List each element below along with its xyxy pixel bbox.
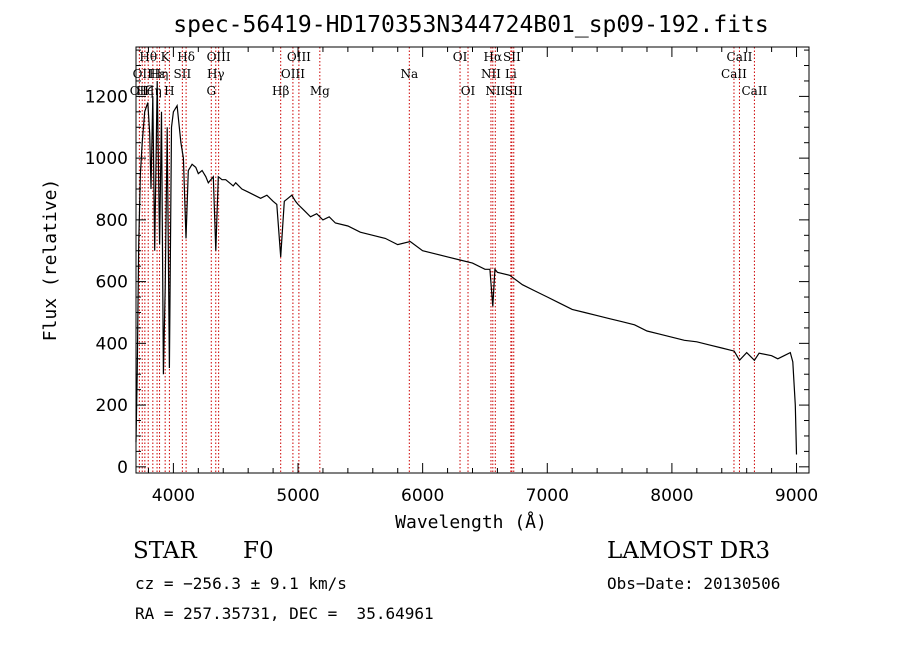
object-class: STAR xyxy=(133,538,197,564)
line-marker-label: Hζ xyxy=(136,84,153,98)
line-marker-label: CaII xyxy=(727,50,753,64)
line-marker-label: Hγ xyxy=(207,67,225,81)
line-marker-label: SII xyxy=(505,84,523,98)
spectrum-line xyxy=(135,80,798,455)
observation-date: Obs−Date: 20130506 xyxy=(607,574,781,593)
y-tick-label: 600 xyxy=(96,273,128,293)
x-tick-label: 4000 xyxy=(152,486,195,506)
x-tick-label: 7000 xyxy=(526,486,569,506)
y-tick-label: 1000 xyxy=(85,149,128,169)
object-subclass: F0 xyxy=(243,538,274,564)
x-tick-label: 5000 xyxy=(276,486,319,506)
line-marker-label: OI xyxy=(461,84,476,98)
line-marker-label: Mg xyxy=(310,84,330,98)
line-marker-label: OIII xyxy=(281,67,305,81)
line-marker-label: NII xyxy=(485,84,505,98)
chart-title: spec-56419-HD170353N344724B01_sp09-192.f… xyxy=(173,12,768,38)
line-marker-label: CaII xyxy=(721,67,747,81)
y-tick-label: 400 xyxy=(96,334,128,354)
line-marker-label: OII xyxy=(133,67,153,81)
line-marker-label: Hη xyxy=(144,84,162,98)
line-marker-label: OIII xyxy=(287,50,311,64)
line-marker-label: NII xyxy=(481,67,501,81)
y-axis-label: Flux (relative) xyxy=(40,179,61,342)
line-marker-label: Li xyxy=(505,67,517,81)
redshift-velocity: cz = −256.3 ± 9.1 km/s xyxy=(135,574,347,593)
y-tick-label: 0 xyxy=(117,458,128,478)
line-marker-label: Hδ xyxy=(177,50,195,64)
line-marker-label: Hα xyxy=(484,50,503,64)
line-marker-label: CaII xyxy=(741,84,767,98)
line-marker-label: Hβ xyxy=(272,84,289,98)
spectral-line-labels: OIIOIIHζHθHηHεHηKHSIIHδGHγOIIIHβOIIIOIII… xyxy=(130,50,768,98)
spectral-line-markers xyxy=(138,47,755,473)
y-axis-ticks: 0 200 400 600 800 1000 1200 xyxy=(85,49,809,478)
sky-coordinates: RA = 257.35731, DEC = 35.64961 xyxy=(135,604,434,623)
x-tick-label: 6000 xyxy=(401,486,444,506)
x-tick-label: 9000 xyxy=(775,486,818,506)
line-marker-label: Hθ xyxy=(139,50,157,64)
y-tick-label: 800 xyxy=(96,211,128,231)
line-marker-label: K xyxy=(161,50,171,64)
x-axis-label: Wavelength (Å) xyxy=(395,511,547,533)
line-marker-label: SII xyxy=(503,50,521,64)
plot-frame xyxy=(135,46,810,474)
y-tick-label: 200 xyxy=(96,396,128,416)
line-marker-label: H xyxy=(164,84,174,98)
line-marker-label: OIII xyxy=(207,50,231,64)
line-marker-label: OII xyxy=(130,84,150,98)
line-marker-label: SII xyxy=(174,67,192,81)
y-tick-label: 1200 xyxy=(85,87,128,107)
line-marker-label: Hη xyxy=(151,67,169,81)
x-tick-label: 8000 xyxy=(650,486,693,506)
line-marker-label: G xyxy=(206,84,216,98)
survey-name: LAMOST DR3 xyxy=(607,538,771,564)
line-marker-label: Na xyxy=(400,67,418,81)
spectrum-chart: spec-56419-HD170353N344724B01_sp09-192.f… xyxy=(40,12,818,533)
line-marker-label: Hε xyxy=(149,67,166,81)
line-marker-label: OI xyxy=(453,50,468,64)
x-axis-ticks: 4000 5000 6000 7000 8000 9000 xyxy=(147,47,818,506)
